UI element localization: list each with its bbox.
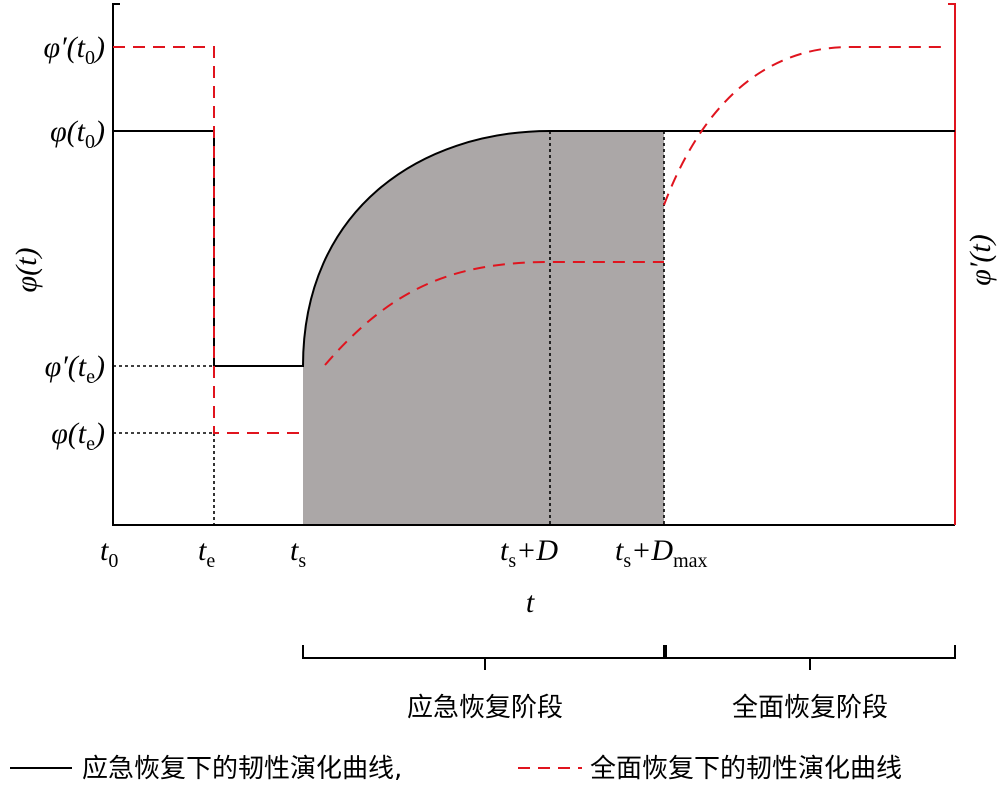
legend-label: 应急恢复下的韧性演化曲线, [82,754,402,784]
axes [112,3,955,526]
subscript: e [86,433,95,455]
label: φ(te) [51,417,105,455]
braces [302,645,956,670]
x-axis-title: t [526,586,535,619]
label-text: ) [93,31,105,64]
label-text: t [198,534,207,567]
label-text: φ(t [51,417,87,450]
curve-part [113,46,303,434]
y-axis-title: φ(t) [10,248,43,293]
curve-part [663,46,945,206]
subscript: s [508,550,516,572]
label-text: t [100,534,109,567]
phase-label: 全面恢复阶段 [732,693,888,723]
subscript: 0 [85,47,95,69]
label-text: ) [93,417,105,450]
label-text: t [290,534,299,567]
label: ts+Dmax [615,534,708,572]
label-text: +D [631,534,673,567]
label: ts [290,534,306,572]
label-text: φ′(t [44,31,86,64]
emergency-curve [113,130,955,367]
phase-label: 应急恢复阶段 [407,693,563,723]
label-text: ) [93,350,105,383]
shaded-area [303,131,664,525]
subscript: e [86,366,95,388]
guides [113,131,665,525]
label: φ′(t0) [44,31,105,69]
label: ts+D [500,534,558,572]
axis [112,3,955,526]
label-text: φ′(t [45,350,87,383]
label: φ′(te) [45,350,105,388]
subscript: max [673,550,707,572]
subscript: 0 [85,131,95,153]
brace [665,645,956,670]
full-curve [113,46,945,434]
label-text: t [615,534,624,567]
label: te [198,534,215,572]
label-text: ) [93,115,105,148]
label: t0 [100,534,118,572]
y2-axis-title: φ′(t) [964,234,997,285]
subscript: e [206,550,215,572]
label: φ(t0) [50,115,105,153]
label-text: φ(t [50,115,86,148]
y2-axis [948,3,956,525]
brace [302,645,665,670]
legend-label: 全面恢复下的韧性演化曲线 [590,754,902,784]
subscript: s [298,550,306,572]
subscript: 0 [108,550,118,572]
subscript: s [623,550,631,572]
label-text: t [500,534,509,567]
label-text: +D [516,534,558,567]
